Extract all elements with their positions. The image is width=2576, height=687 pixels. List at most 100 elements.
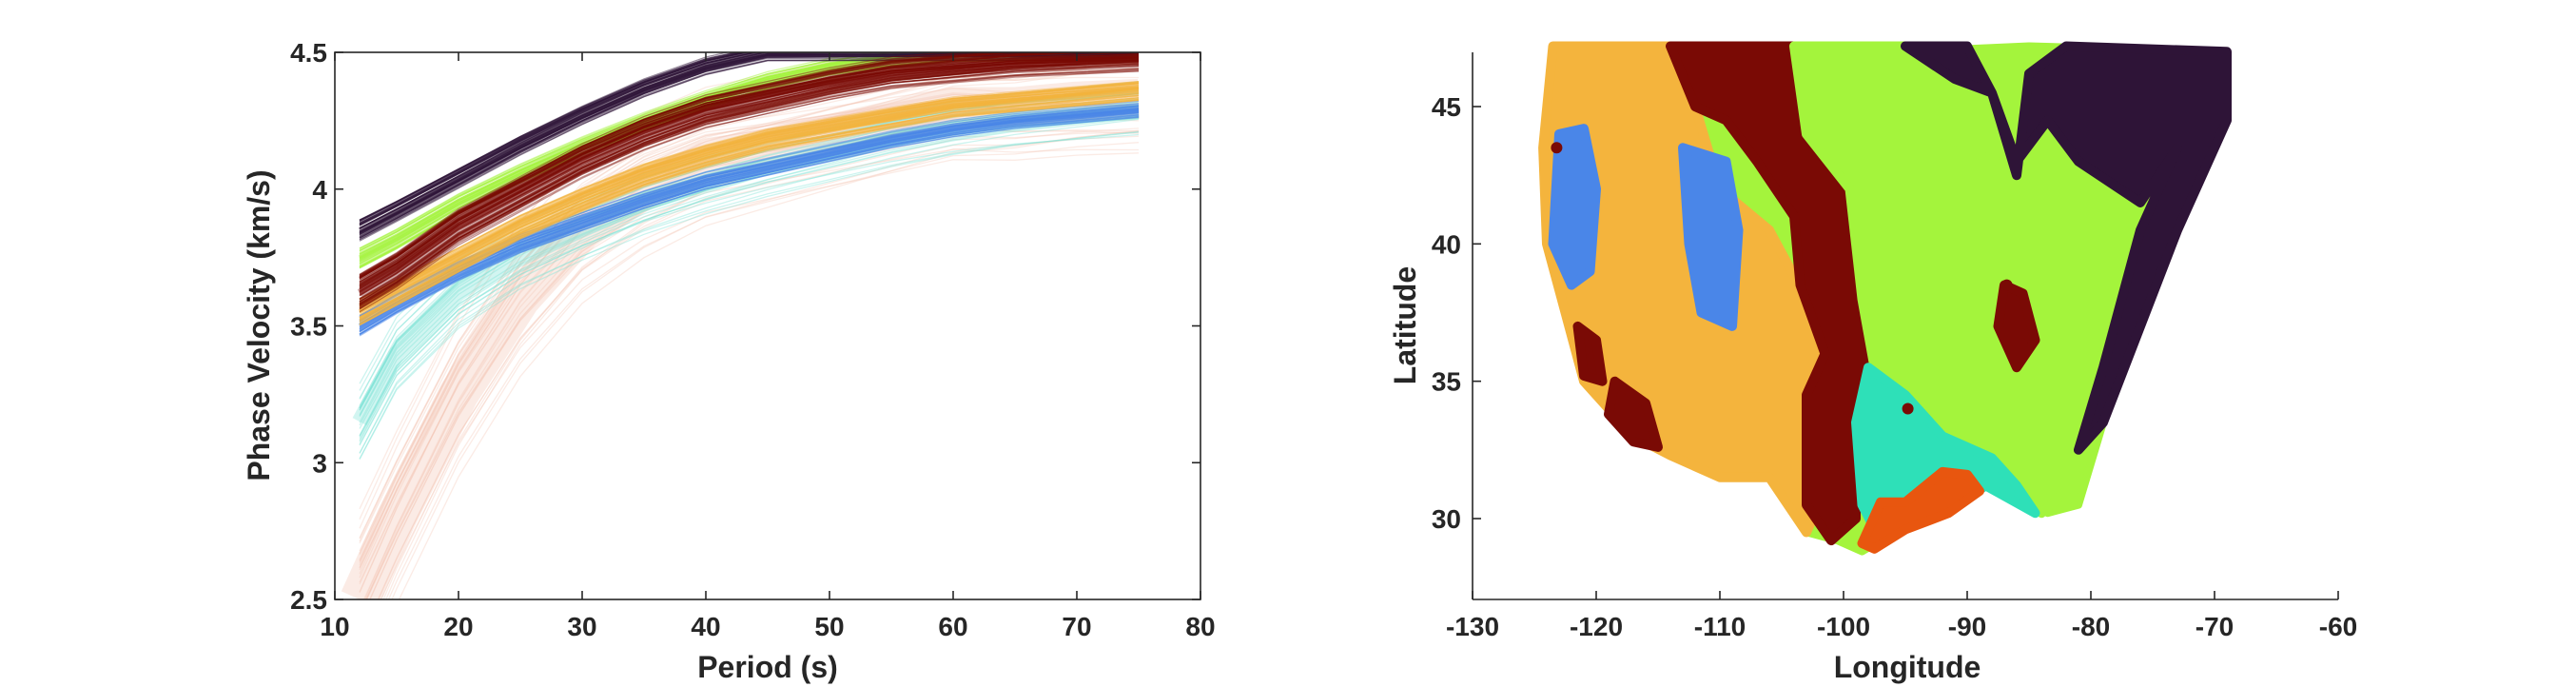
series-1-line — [359, 117, 1140, 445]
map-x-tick-label: -70 — [2195, 612, 2234, 641]
series-6-line — [359, 59, 1140, 303]
series-6-line — [359, 59, 1140, 288]
series-6-line — [359, 59, 1140, 283]
series-0-line — [380, 152, 1140, 599]
series-6-line — [359, 52, 1101, 287]
cluster-point-2 — [2000, 279, 2013, 291]
series-6-line — [359, 61, 1140, 305]
x-tick-label: 80 — [1185, 612, 1215, 641]
series-5-line — [359, 52, 1009, 235]
series-5-line — [359, 52, 1140, 241]
series-6-line — [359, 52, 995, 278]
series-0-line — [359, 76, 1140, 542]
series-5-line — [359, 52, 804, 235]
series-6-line — [359, 63, 1140, 310]
series-6-line — [359, 52, 982, 279]
series-3-line — [359, 98, 1140, 318]
series-3-line — [359, 99, 1140, 325]
cluster-point-0 — [1551, 142, 1563, 154]
cluster-region-10 — [1857, 466, 1984, 554]
series-6-line — [359, 57, 1140, 296]
series-6-line — [359, 59, 1140, 278]
series-3-line — [359, 92, 1140, 326]
series-6-line — [359, 57, 1140, 291]
x-tick-label: 50 — [814, 612, 844, 641]
series-6-line — [359, 58, 1140, 303]
series-6-line — [359, 60, 1140, 297]
series-4-line — [359, 58, 1140, 268]
series-0-line — [378, 128, 1140, 599]
series-6-line — [359, 57, 1140, 281]
series-5-line — [359, 52, 748, 222]
series-0-line — [359, 88, 1140, 540]
x-tick-label: 40 — [691, 612, 720, 641]
y-tick-label: 4 — [312, 175, 327, 205]
map-y-tick-label: 45 — [1432, 92, 1461, 122]
series-6-line — [359, 67, 1140, 301]
series-6-line — [359, 62, 1140, 285]
series-6-line — [359, 52, 1005, 276]
series-6-line — [359, 52, 954, 275]
series-6-line — [359, 52, 1140, 285]
series-5-group — [358, 52, 1140, 242]
series-6-line — [359, 52, 1025, 286]
series-6-line — [359, 53, 1140, 280]
cluster-region-2 — [1678, 143, 1744, 331]
series-0-line — [364, 148, 1140, 599]
series-6-line — [359, 52, 1077, 292]
series-6-line — [359, 70, 1140, 304]
cluster-point-1 — [1902, 402, 1914, 415]
cluster-map-x-axis-label: Longitude — [1834, 650, 1981, 684]
series-4-band — [358, 52, 1139, 260]
cluster-region-4 — [1604, 376, 1663, 452]
series-3-line — [359, 98, 1140, 324]
series-6-line — [359, 56, 1140, 307]
y-tick-label: 2.5 — [290, 585, 327, 615]
map-x-tick-label: -100 — [1817, 612, 1870, 641]
series-6-line — [359, 56, 1140, 283]
series-6-line — [359, 60, 1140, 279]
y-tick-label: 3 — [312, 448, 327, 478]
series-6-line — [359, 58, 1140, 295]
map-x-tick-label: -110 — [1694, 612, 1747, 641]
series-1-line — [359, 131, 1140, 454]
series-1-line — [359, 130, 1140, 461]
series-6-line — [359, 63, 1140, 301]
series-6-line — [359, 61, 1140, 290]
series-2-line — [359, 114, 1140, 337]
cluster-map-axes — [1472, 52, 2338, 600]
cluster-map-ticks: -130 -120 -110 -100 -90 -80 -70 -60 30 35 40 45 — [1432, 92, 2357, 641]
dispersion-ticks: 10 20 30 40 50 60 70 80 2.5 3 3.5 4 4.5 — [290, 38, 1216, 641]
series-6-line — [359, 52, 1105, 293]
x-tick-label: 10 — [320, 612, 349, 641]
series-1-line — [359, 133, 1140, 437]
series-6-line — [359, 52, 1088, 289]
series-6-line — [359, 60, 1140, 309]
series-0-line — [391, 130, 1140, 599]
series-6-line — [359, 52, 1065, 280]
series-6-line — [359, 61, 1140, 300]
series-6-line — [359, 54, 1140, 304]
series-6-line — [359, 52, 1083, 279]
series-6-line — [359, 52, 972, 279]
series-6-line — [359, 60, 1140, 309]
series-6-line — [359, 56, 1140, 285]
series-6-line — [359, 55, 1140, 277]
dispersion-chart: 10 20 30 40 50 60 70 80 2.5 3 3.5 4 4.5 Period (s) P… — [242, 38, 1216, 684]
series-6-line — [359, 59, 1140, 308]
series-0-line — [359, 62, 1140, 594]
series-4-line — [359, 52, 881, 249]
series-6-line — [359, 63, 1140, 300]
series-6-line — [359, 56, 1140, 284]
series-6-line — [359, 52, 1107, 286]
cluster-map-y-axis-label: Latitude — [1388, 266, 1422, 384]
series-6-line — [359, 52, 1004, 277]
y-tick-label: 4.5 — [290, 38, 327, 68]
series-2-line — [359, 105, 1140, 329]
map-x-tick-label: -80 — [2072, 612, 2110, 641]
dispersion-y-axis-label: Phase Velocity (km/s) — [242, 169, 276, 481]
series-6-line — [359, 63, 1140, 293]
series-6-line — [359, 52, 1079, 287]
series-1-line — [359, 118, 1140, 460]
